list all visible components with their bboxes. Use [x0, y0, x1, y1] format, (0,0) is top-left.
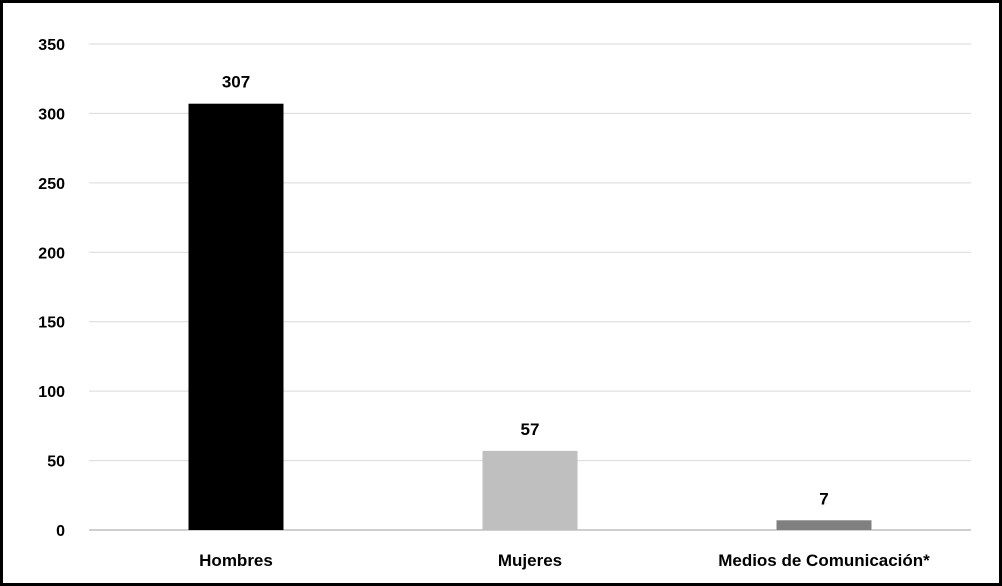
y-tick-label: 200	[38, 245, 65, 262]
category-label: Medios de Comunicación*	[718, 551, 930, 570]
data-label: 57	[521, 420, 540, 439]
bars	[188, 103, 872, 531]
category-labels: Hombres Mujeres Medios de Comunicación*	[199, 551, 930, 570]
category-label: Hombres	[199, 551, 273, 570]
y-tick-label: 150	[38, 315, 65, 332]
y-tick-label: 250	[38, 176, 65, 193]
bar-chart: 0 50 100 150 200 250 300 350 307 57 7 Hombres Muje…	[38, 37, 971, 570]
data-labels: 307 57 7	[222, 73, 829, 509]
bar-medios-de-comunicaci-n	[776, 520, 872, 530]
y-axis-tick-labels: 0 50 100 150 200 250 300 350	[38, 37, 65, 540]
y-tick-label: 350	[38, 37, 65, 54]
bar-mujeres	[482, 450, 578, 530]
y-tick-label: 50	[47, 454, 65, 471]
bar-hombres	[188, 103, 284, 531]
y-tick-label: 300	[38, 106, 65, 123]
y-tick-label: 100	[38, 384, 65, 401]
data-label: 307	[222, 73, 250, 92]
data-label: 7	[819, 489, 828, 508]
y-tick-label: 0	[56, 523, 65, 540]
category-label: Mujeres	[498, 551, 562, 570]
